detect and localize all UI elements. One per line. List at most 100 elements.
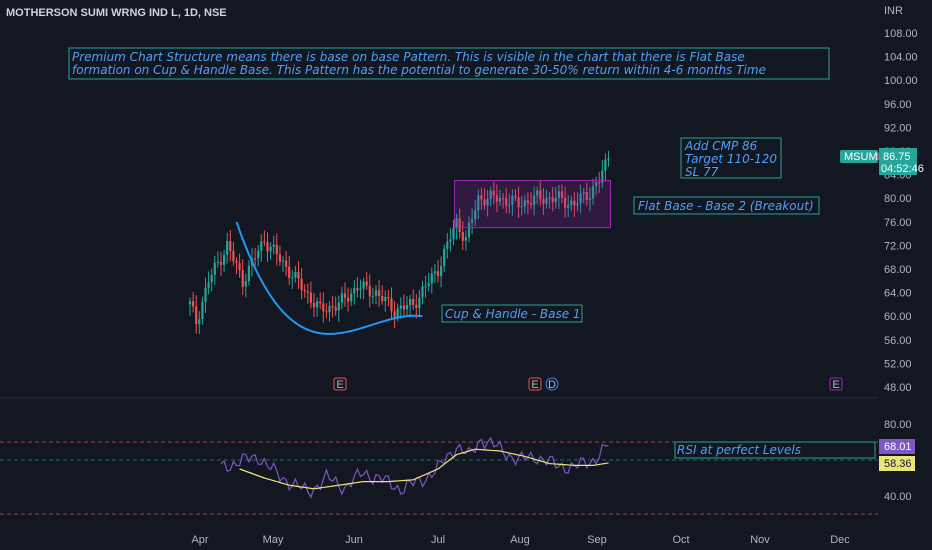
candle-body bbox=[443, 248, 446, 267]
candle-body bbox=[533, 195, 536, 205]
candle-body bbox=[257, 250, 260, 259]
rsi-tick-label: 40.00 bbox=[884, 491, 912, 503]
candle-body bbox=[607, 158, 610, 160]
candle-body bbox=[396, 308, 399, 318]
candle-body bbox=[334, 307, 337, 311]
candle-body bbox=[424, 286, 427, 288]
candle-body bbox=[368, 285, 371, 297]
candle-body bbox=[316, 301, 319, 308]
candle-body bbox=[582, 192, 585, 194]
candle-body bbox=[204, 287, 207, 302]
candle-body bbox=[489, 190, 492, 199]
candle-body bbox=[502, 197, 505, 199]
flat-base-box bbox=[454, 180, 611, 229]
earnings-marker bbox=[528, 377, 542, 391]
candle-body bbox=[585, 192, 588, 200]
candle-body bbox=[427, 283, 430, 287]
candle-body bbox=[322, 303, 325, 312]
trade-note-line3: SL 77 bbox=[685, 165, 719, 179]
candle-body bbox=[520, 206, 523, 208]
price-axis[interactable]: 108.00104.00100.0096.0092.0088.0084.0080… bbox=[884, 28, 918, 394]
candle-body bbox=[325, 311, 328, 313]
candle-body bbox=[449, 239, 452, 242]
month-tick-label: Dec bbox=[830, 534, 850, 546]
candle-body bbox=[567, 205, 570, 208]
candle-body bbox=[294, 271, 297, 278]
candle-body bbox=[347, 297, 350, 302]
price-tick-label: 64.00 bbox=[884, 288, 912, 300]
candle-body bbox=[378, 290, 381, 296]
bar-countdown: 04:52:46 bbox=[881, 163, 924, 175]
cup-curve bbox=[235, 221, 423, 335]
rsi-value-tag bbox=[879, 439, 915, 454]
candle-body bbox=[564, 197, 567, 208]
candle-body bbox=[399, 305, 402, 309]
candle-body bbox=[405, 305, 409, 310]
price-tick-label: 80.00 bbox=[884, 193, 912, 205]
candle-body bbox=[300, 278, 303, 290]
earnings-marker bbox=[829, 377, 843, 391]
rsi-ma-line bbox=[239, 448, 609, 490]
candle-body bbox=[272, 244, 275, 247]
price-tick-label: 72.00 bbox=[884, 240, 912, 252]
candle-body bbox=[529, 203, 533, 205]
dividend-marker bbox=[545, 377, 559, 391]
candle-body bbox=[263, 241, 266, 243]
last-price-value: 86.75 bbox=[883, 151, 911, 163]
candle-body bbox=[474, 210, 477, 220]
candle-body bbox=[275, 244, 278, 255]
currency-label: INR bbox=[884, 5, 903, 17]
candle-body bbox=[415, 305, 418, 308]
candle-body bbox=[452, 228, 455, 240]
event-marker-label: D bbox=[548, 379, 556, 391]
candle-body bbox=[303, 289, 306, 292]
candle-body bbox=[260, 241, 263, 251]
candle-body bbox=[591, 186, 595, 199]
candle-body bbox=[526, 200, 529, 204]
candle-body bbox=[374, 290, 378, 296]
candle-body bbox=[362, 281, 365, 289]
month-tick-label: Aug bbox=[510, 534, 530, 546]
candle-body bbox=[269, 246, 272, 252]
flat-base-note: Flat Base - Base 2 (Breakout) bbox=[638, 199, 814, 213]
candle-body bbox=[576, 203, 579, 206]
premium-note-line1: Premium Chart Structure means there is b… bbox=[72, 50, 745, 64]
candle-body bbox=[343, 293, 347, 298]
price-tick-label: 108.00 bbox=[884, 28, 918, 40]
rsi-note: RSI at perfect Levels bbox=[677, 443, 801, 457]
candle-body bbox=[402, 305, 405, 310]
candle-body bbox=[350, 293, 353, 302]
earnings-marker bbox=[333, 377, 347, 391]
candle-body bbox=[551, 197, 554, 203]
candle-body bbox=[595, 182, 598, 187]
candle-body bbox=[278, 254, 281, 262]
premium-note-line2: formation on Cup & Handle Base. This Pat… bbox=[72, 63, 766, 77]
candle-body bbox=[430, 273, 433, 284]
price-tick-label: 104.00 bbox=[884, 52, 918, 64]
candle-body bbox=[545, 198, 548, 204]
cup-handle-note-box bbox=[441, 304, 583, 323]
candle-body bbox=[216, 261, 219, 263]
candle-body bbox=[393, 311, 396, 318]
candle-body bbox=[598, 182, 601, 184]
candle-body bbox=[241, 270, 244, 287]
candle-body bbox=[353, 288, 356, 294]
candle-body bbox=[548, 197, 551, 199]
symbol-tag bbox=[840, 150, 878, 163]
candle-body bbox=[238, 262, 241, 271]
candle-body bbox=[421, 286, 424, 298]
candle-body bbox=[281, 260, 285, 262]
candle-body bbox=[210, 274, 213, 283]
time-axis[interactable]: Apr May Jun Jul Aug Sep Oct Nov Dec bbox=[191, 534, 850, 546]
candle-body bbox=[409, 299, 412, 306]
price-tick-label: 96.00 bbox=[884, 99, 912, 111]
month-tick-label: Sep bbox=[587, 534, 607, 546]
candle-body bbox=[477, 195, 480, 211]
price-tick-label: 56.00 bbox=[884, 335, 912, 347]
candle-body bbox=[365, 281, 368, 286]
month-tick-label: Oct bbox=[672, 534, 689, 546]
candle-body bbox=[219, 261, 223, 265]
candle-body bbox=[523, 200, 526, 207]
candle-body bbox=[508, 204, 511, 206]
